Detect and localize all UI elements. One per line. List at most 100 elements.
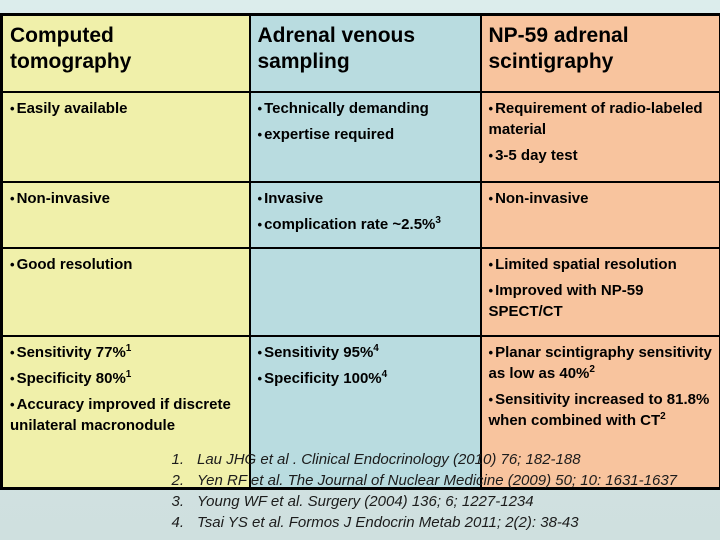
bullet-text: Sensitivity 77%	[16, 344, 126, 361]
bullet-text: Specificity 100%	[264, 370, 382, 387]
bullet-text: Requirement of radio-labeled material	[488, 100, 703, 138]
bullet-text: expertise required	[264, 126, 395, 143]
citation-superscript: 4	[381, 369, 388, 380]
citation-superscript: 1	[125, 369, 132, 380]
citation-superscript: 1	[125, 343, 132, 354]
bullet-icon: •	[257, 127, 263, 142]
bullet-icon: •	[10, 257, 15, 272]
reference-item: 4. Tsai YS et al. Formos J Endocrin Metab…	[166, 512, 677, 533]
bullet-icon: •	[257, 101, 263, 116]
reference-text: Lau JHG et al . Clinical Endocrinology (…	[197, 451, 581, 468]
reference-item: 3. Young WF et al. Surgery (2004) 136; 6;…	[166, 491, 677, 512]
row-accuracy: • Sensitivity 77%1 • Specificity 80%1 • Acc…	[0, 335, 720, 490]
reference-item: 1. Lau JHG et al . Clinical Endocrinology…	[166, 449, 677, 470]
bullet-text: Technically demanding	[264, 100, 429, 117]
bullet-item: • complication rate ~2.5%3	[258, 214, 474, 235]
bullet-item: • Planar scintigraphy sensitivity as low …	[489, 342, 714, 384]
bullet-item: • Accuracy improved if discrete unilatera…	[10, 394, 243, 436]
bullet-icon: •	[488, 257, 494, 272]
cell-avs-resolution	[248, 247, 482, 337]
bullet-item: • Specificity 80%1	[10, 368, 243, 389]
bullet-item: • Improved with NP-59 SPECT/CT	[489, 280, 714, 322]
reference-text: Young WF et al. Surgery (2004) 136; 6; 1…	[197, 493, 534, 510]
cell-avs-availability: • Technically demanding • expertise requir…	[248, 91, 482, 183]
bullet-item: • Technically demanding	[258, 98, 474, 119]
bullet-text: Accuracy improved if discrete unilateral…	[10, 396, 231, 434]
bullet-icon: •	[10, 397, 15, 412]
reference-item: 2. Yen RF et al. The Journal of Nuclear M…	[166, 470, 677, 491]
bullet-text: complication rate ~2.5%	[264, 216, 436, 233]
comparison-table: Computed tomography Adrenal venous sampl…	[0, 13, 720, 490]
header-np59-scintigraphy: NP-59 adrenal scintigraphy	[479, 13, 720, 93]
reference-number: 1.	[171, 451, 184, 468]
bullet-icon: •	[10, 371, 15, 386]
citation-superscript: 4	[373, 343, 379, 354]
bullet-text: Limited spatial resolution	[495, 256, 677, 273]
bullet-text: 3-5 day test	[495, 147, 578, 164]
row-availability: • Easily available • Technically demanding…	[0, 91, 720, 183]
bullet-item: • Sensitivity 95%4	[258, 342, 474, 363]
bullet-icon: •	[10, 101, 15, 116]
header-computed-tomography: Computed tomography	[0, 13, 251, 93]
cell-np59-resolution: • Limited spatial resolution • Improved wi…	[479, 247, 720, 337]
cell-ct-accuracy: • Sensitivity 77%1 • Specificity 80%1 • Acc…	[0, 335, 251, 490]
cell-np59-invasiveness: • Non-invasive	[479, 181, 720, 249]
references-list: 1. Lau JHG et al . Clinical Endocrinology…	[166, 449, 677, 533]
bullet-text: Sensitivity increased to 81.8% when comb…	[488, 391, 710, 429]
bullet-icon: •	[488, 345, 494, 360]
citation-superscript: 2	[589, 364, 595, 375]
reference-number: 3.	[171, 493, 184, 510]
header-label: NP-59 adrenal scintigraphy	[488, 24, 629, 73]
citation-superscript: 3	[435, 215, 441, 226]
cell-avs-accuracy: • Sensitivity 95%4 • Specificity 100%4	[248, 335, 482, 490]
bullet-icon: •	[10, 345, 15, 360]
bullet-item: • Invasive	[258, 188, 474, 209]
bullet-icon: •	[488, 148, 494, 163]
bullet-text: Non-invasive	[495, 190, 589, 207]
bullet-item: • Non-invasive	[489, 188, 714, 209]
bullet-item: • expertise required	[258, 124, 474, 145]
bullet-item: • Sensitivity increased to 81.8% when com…	[489, 389, 714, 431]
bullet-icon: •	[257, 217, 263, 232]
bullet-text: Sensitivity 95%	[264, 344, 374, 361]
reference-text: Tsai YS et al. Formos J Endocrin Metab 2…	[197, 514, 579, 531]
bullet-item: • Non-invasive	[10, 188, 243, 209]
reference-number: 4.	[171, 514, 184, 531]
bullet-icon: •	[488, 392, 494, 407]
bullet-text: Specificity 80%	[16, 370, 126, 387]
row-invasiveness: • Non-invasive • Invasive • complication ra…	[0, 181, 720, 249]
citation-superscript: 2	[660, 411, 666, 422]
cell-np59-availability: • Requirement of radio-labeled material •…	[479, 91, 720, 183]
bullet-item: • Requirement of radio-labeled material	[489, 98, 714, 140]
header-row: Computed tomography Adrenal venous sampl…	[0, 13, 720, 93]
bullet-icon: •	[257, 191, 263, 206]
cell-np59-accuracy: • Planar scintigraphy sensitivity as low …	[479, 335, 720, 490]
bullet-item: • Limited spatial resolution	[489, 254, 714, 275]
bullet-text: Easily available	[16, 100, 128, 117]
bullet-item: • Easily available	[10, 98, 243, 119]
cell-ct-invasiveness: • Non-invasive	[0, 181, 251, 249]
bullet-item: • Specificity 100%4	[258, 368, 474, 389]
bullet-text: Good resolution	[16, 256, 133, 273]
reference-number: 2.	[171, 472, 184, 489]
bullet-item: • Good resolution	[10, 254, 243, 275]
header-label: Adrenal venous sampling	[257, 24, 416, 73]
bullet-text: Invasive	[264, 190, 324, 207]
cell-avs-invasiveness: • Invasive • complication rate ~2.5%3	[248, 181, 482, 249]
cell-ct-resolution: • Good resolution	[0, 247, 251, 337]
bullet-icon: •	[488, 101, 494, 116]
bullet-icon: •	[488, 191, 494, 206]
row-resolution: • Good resolution • Limited spatial resolu…	[0, 247, 720, 337]
bullet-icon: •	[488, 283, 494, 298]
header-adrenal-venous-sampling: Adrenal venous sampling	[248, 13, 482, 93]
reference-text: Yen RF et al. The Journal of Nuclear Med…	[197, 472, 678, 489]
header-label: Computed tomography	[10, 24, 132, 73]
cell-ct-availability: • Easily available	[0, 91, 251, 183]
bullet-text: Improved with NP-59 SPECT/CT	[488, 282, 644, 320]
bullet-item: • Sensitivity 77%1	[10, 342, 243, 363]
bullet-icon: •	[10, 191, 15, 206]
bullet-icon: •	[257, 345, 263, 360]
bullet-text: Planar scintigraphy sensitivity as low a…	[488, 344, 712, 382]
bullet-text: Non-invasive	[16, 190, 110, 207]
bullet-icon: •	[257, 371, 263, 386]
